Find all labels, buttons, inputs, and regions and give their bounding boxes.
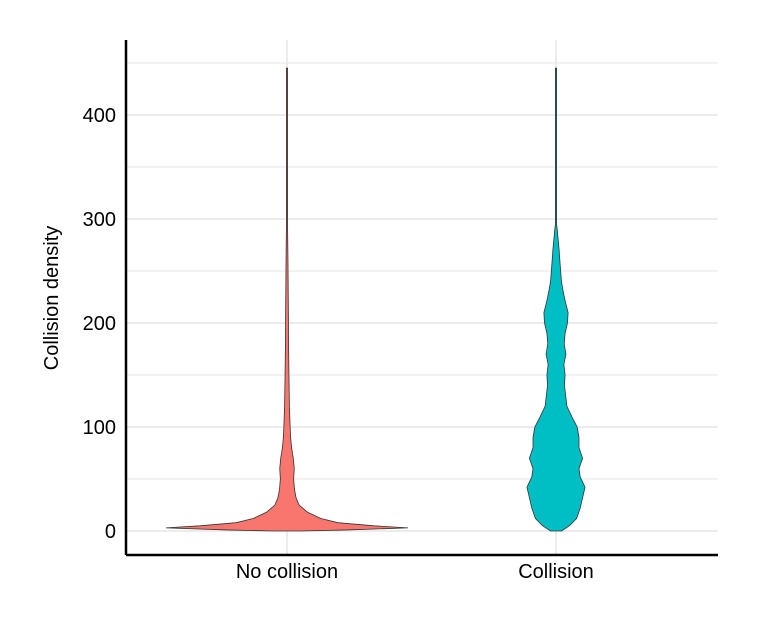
- violins: [165, 67, 586, 532]
- major-gridlines: [126, 40, 718, 555]
- violin-no-collision: [165, 67, 409, 532]
- x-tick-label: Collision: [518, 561, 594, 583]
- y-tick-label: 0: [105, 521, 116, 543]
- y-tick-label: 100: [83, 417, 116, 439]
- x-tick-label: No collision: [236, 561, 338, 583]
- violin-collision: [526, 67, 586, 532]
- y-tick-label: 400: [83, 105, 116, 127]
- y-ticks: 0 100 200 300 400: [83, 105, 116, 543]
- axes: [124, 40, 718, 557]
- x-ticks: No collision Collision: [236, 561, 594, 583]
- y-tick-label: 200: [83, 313, 116, 335]
- minor-gridlines: [126, 62, 718, 480]
- y-tick-label: 300: [83, 209, 116, 231]
- y-axis-title: Collision density: [41, 226, 63, 371]
